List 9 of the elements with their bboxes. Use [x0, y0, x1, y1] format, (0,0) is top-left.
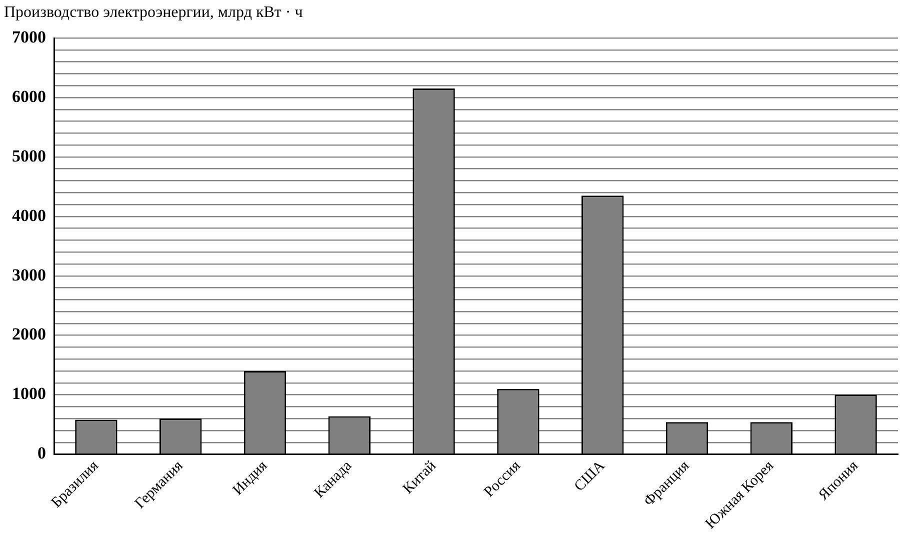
y-tick-label: 0 [38, 444, 46, 463]
y-tick-label: 3000 [12, 265, 46, 284]
y-tick-label: 6000 [12, 86, 46, 106]
y-tick-label: 2000 [12, 324, 46, 344]
y-tick-label: 4000 [12, 206, 46, 225]
y-tick-label: 7000 [12, 27, 46, 46]
y-tick-label: 1000 [12, 384, 46, 404]
chart-title: Производство электроэнергии, млрд кВт · ч [4, 4, 303, 22]
y-tick-label: 5000 [12, 146, 46, 166]
